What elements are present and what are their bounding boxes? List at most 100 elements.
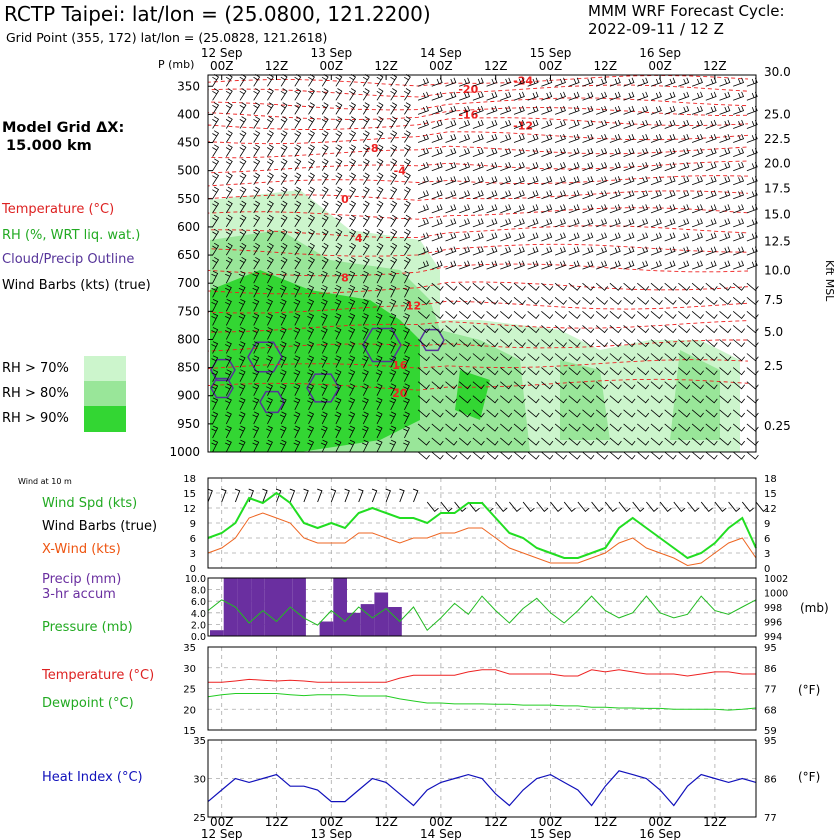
wind-barb-222 <box>321 158 329 171</box>
wind-barb-730 <box>582 91 594 101</box>
wind-barb-1006 <box>719 176 731 186</box>
wind-barb-975 <box>705 119 717 129</box>
wind-barb-365 <box>389 270 397 284</box>
wind-barb-1010 <box>719 232 731 242</box>
wind-barb-989 <box>705 325 718 334</box>
wind-barb-65 <box>239 228 247 242</box>
wind-barb-368 <box>389 313 397 326</box>
surface-wind-barb-14 <box>399 488 405 503</box>
wind-barb-98 <box>252 313 260 326</box>
wind-barb-950 <box>691 148 703 157</box>
wind-barb-553 <box>486 260 498 270</box>
wind-barb-444 <box>431 246 443 256</box>
wind-barb-1030 <box>733 133 745 143</box>
wind-barb-906 <box>664 296 677 305</box>
wind-barb-44 <box>225 313 232 326</box>
wind-barb-460 <box>445 91 457 101</box>
surface-wind-barb-21 <box>495 501 508 513</box>
wind-barb-157 <box>279 383 287 396</box>
wind-barb-707 <box>568 148 580 157</box>
wind-barb-710 <box>568 190 580 200</box>
wind-barb-474 <box>445 296 458 305</box>
wind-barb-672 <box>541 423 554 432</box>
wind-barb-990 <box>705 339 718 348</box>
wind-barb-290 <box>348 355 356 368</box>
heat-ytick-left-2: 35 <box>193 736 206 747</box>
cloud-outline-5 <box>419 328 445 352</box>
wind-barb-130 <box>266 383 273 396</box>
time-tick-top-9: 12Z <box>703 59 727 73</box>
wind-barb-435 <box>431 119 443 129</box>
wind-barb-814 <box>623 133 635 143</box>
wind-barb-902 <box>664 232 676 242</box>
wind-barb-1007 <box>719 190 731 200</box>
wind-barb-693 <box>554 339 567 348</box>
wind-barb-247 <box>335 130 343 143</box>
legend-rh: RH (%, WRT liq. wat.) <box>2 228 141 243</box>
wind-barb-820 <box>623 218 635 228</box>
wind-barb-6 <box>212 158 220 171</box>
wind-barb-836 <box>623 451 636 460</box>
wind-barb-75 <box>238 369 246 382</box>
wind-barb-822 <box>623 246 635 256</box>
dewpoint-panel-label: Dewpoint (°C) <box>42 696 134 711</box>
time-tick-bottom-0: 00Z <box>210 815 234 829</box>
wind-barb-485 <box>445 451 458 460</box>
wind-barb-48 <box>225 369 232 382</box>
wind-barb-520 <box>472 176 484 186</box>
wind-barb-35 <box>225 186 233 200</box>
wind-barb-514 <box>472 91 484 101</box>
wind-barb-663 <box>541 296 554 305</box>
wind-barb-1037 <box>733 232 745 242</box>
wind-barb-439 <box>431 176 443 186</box>
wind-barb-979 <box>705 176 717 186</box>
wind-barb-92 <box>253 228 261 242</box>
wind-barb-591 <box>500 423 513 432</box>
wind-barb-456 <box>431 423 444 432</box>
wind-barb-711 <box>568 204 580 214</box>
wind-barb-462 <box>445 119 457 129</box>
wind-barb-920 <box>678 105 690 115</box>
day-label-bottom-0: 12 Sep <box>201 827 243 840</box>
wind-barb-375 <box>389 411 397 425</box>
wind-barb-933 <box>678 296 691 305</box>
wind-barb-837 <box>637 77 649 87</box>
surface-wind-barb-40 <box>755 501 768 513</box>
precip-ytick-5: 10.0 <box>185 574 206 585</box>
time-tick-bottom-2: 00Z <box>320 815 344 829</box>
wind-barb-15 <box>211 284 219 298</box>
wind-barb-1031 <box>733 148 745 157</box>
wind-barb-289 <box>348 341 356 354</box>
wind-barb-213 <box>307 411 315 425</box>
wind-barb-671 <box>541 409 554 418</box>
wind-barb-937 <box>678 353 691 362</box>
wind-barb-761 <box>596 148 608 157</box>
wind-barb-356 <box>390 144 398 157</box>
wind-barb-919 <box>678 91 690 101</box>
wind-barb-27 <box>225 74 233 87</box>
temperature-label-9: 12 <box>406 300 421 313</box>
wind-barb-946 <box>691 91 703 101</box>
wind-barb-667 <box>541 353 554 362</box>
wind-barb-678 <box>554 119 566 129</box>
wind-barb-373 <box>389 383 397 396</box>
wind-barb-315 <box>362 327 369 340</box>
wind-barb-318 <box>362 369 369 382</box>
heat-index-label: Heat Index (°C) <box>42 770 143 785</box>
wind-barb-727 <box>568 437 581 446</box>
wind-barb-503 <box>458 325 472 334</box>
temperature-isotherm-18 <box>207 359 749 370</box>
wind-barb-673 <box>541 437 554 446</box>
wind-barb-781 <box>595 437 609 446</box>
precip-bar-10 <box>347 612 361 636</box>
wind-barb-818 <box>623 190 635 200</box>
wind-barb-1039 <box>733 260 745 270</box>
cloud-outline-1 <box>247 341 283 373</box>
wind-barb-641 <box>527 367 540 376</box>
wind-barb-983 <box>705 232 717 242</box>
wind-barb-109 <box>266 88 274 101</box>
dewpoint-series <box>207 693 757 711</box>
wind-barb-951 <box>691 162 703 172</box>
wind-barb-528 <box>472 296 485 305</box>
wind-barb-84 <box>253 116 261 129</box>
